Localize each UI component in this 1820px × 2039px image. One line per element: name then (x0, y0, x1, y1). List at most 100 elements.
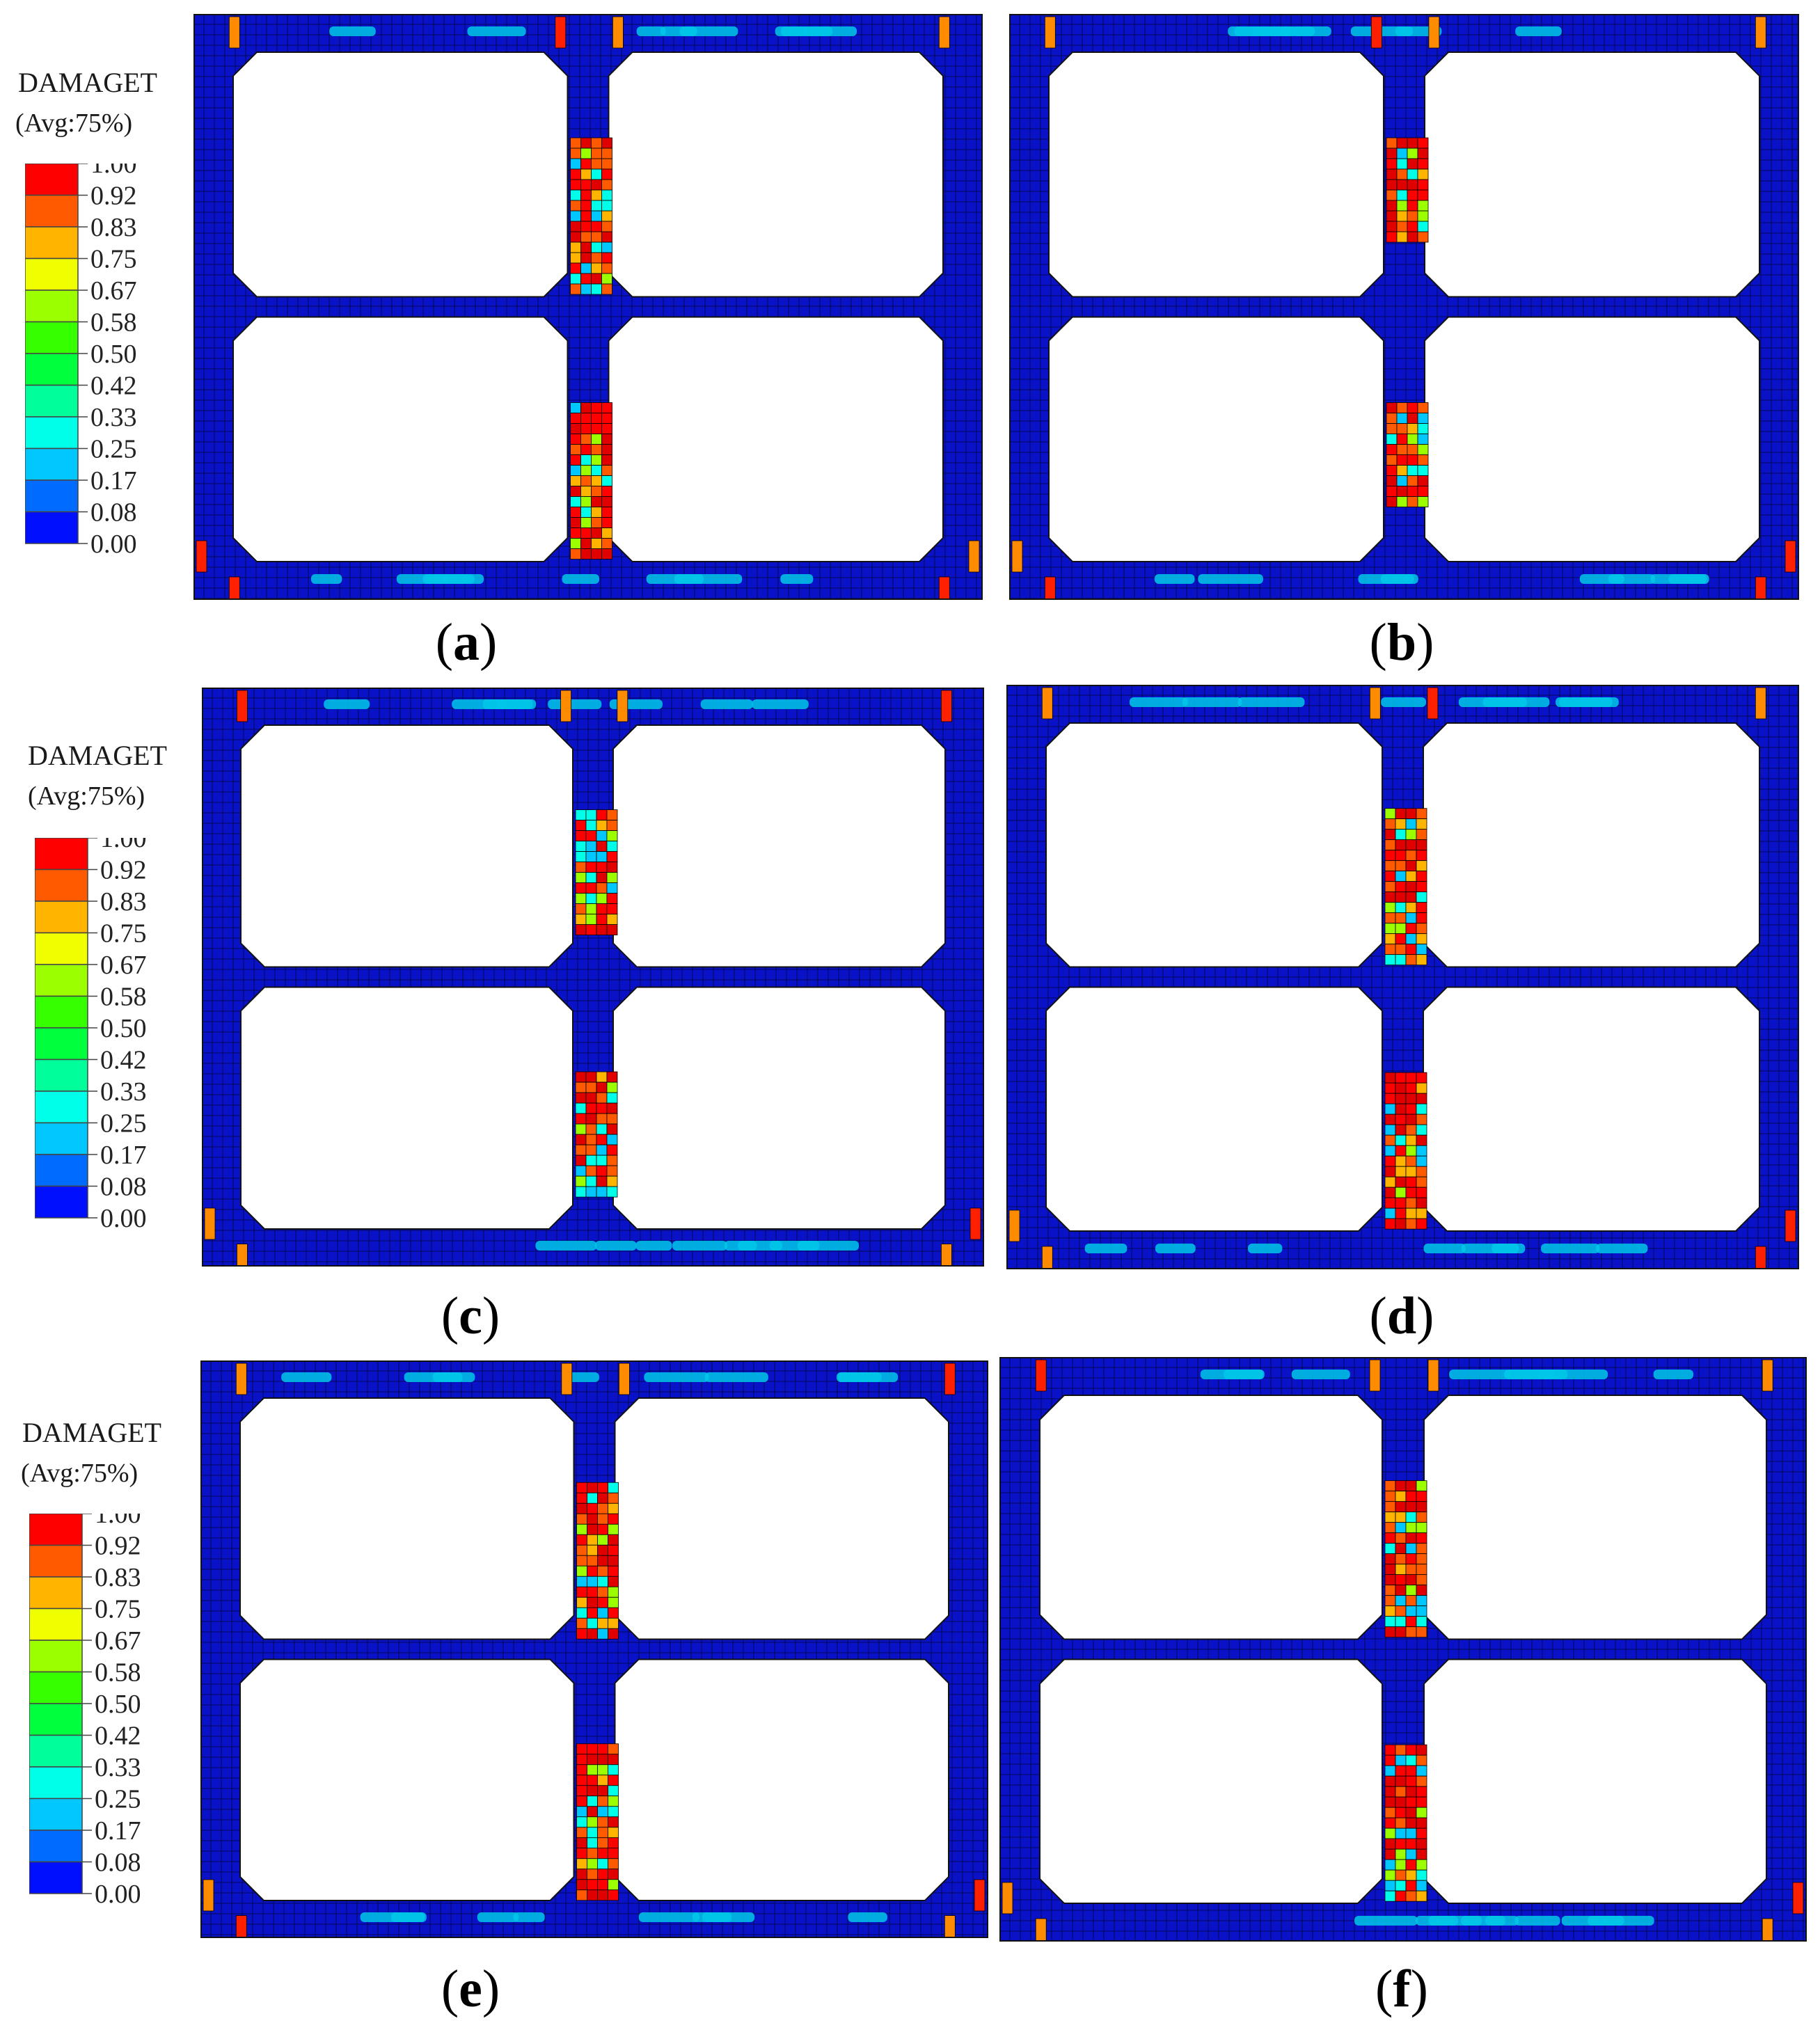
damage-element (1395, 1522, 1407, 1534)
cell-opening (240, 986, 573, 1230)
damage-element (1405, 1754, 1417, 1766)
damage-element (585, 862, 597, 873)
damage-element (575, 1134, 587, 1145)
legend-a: DAMAGET (Avg:75%) 1.00 0.92 0.83 0.75 0.67 0.… (0, 66, 188, 567)
damage-element (1416, 933, 1427, 945)
damage-element (1386, 402, 1398, 413)
damage-element (570, 434, 581, 445)
legend-swatch (35, 1122, 88, 1155)
damage-element (1416, 881, 1427, 893)
damage-element (1417, 434, 1429, 445)
damage-element (1405, 1124, 1417, 1136)
damage-element (1405, 1082, 1417, 1094)
damage-element (1035, 1918, 1047, 1942)
damage-element (1405, 1501, 1417, 1513)
damage-element (1407, 486, 1418, 497)
damage-element (606, 1081, 618, 1093)
damage-element (1370, 16, 1382, 49)
panel-d-mesh (1006, 685, 1799, 1269)
legend-tick-label: 0.92 (95, 1532, 141, 1561)
damage-element (1417, 454, 1429, 466)
damage-element (575, 1144, 587, 1156)
damage-element (575, 903, 587, 915)
cell-opening (239, 1397, 575, 1640)
legend-tick-label: 0.58 (90, 308, 137, 338)
damage-element (597, 1837, 608, 1849)
damage-element (1417, 210, 1429, 222)
damage-element (596, 820, 608, 832)
damage-element (587, 1848, 598, 1859)
damage-element (237, 1244, 248, 1267)
damage-element (570, 241, 581, 253)
damage-element (596, 893, 608, 905)
damage-patch (1281, 26, 1315, 36)
damage-element (1407, 200, 1418, 212)
damage-element (601, 231, 612, 243)
damage-patch (1596, 1244, 1648, 1253)
damage-patch (636, 26, 666, 36)
damage-element (591, 454, 602, 466)
damage-element (591, 158, 602, 170)
legend-swatch (35, 901, 88, 934)
damage-element (1417, 137, 1429, 149)
damage-element (587, 1743, 598, 1755)
damage-element (1384, 1775, 1396, 1787)
damage-element (587, 1502, 598, 1514)
cell-opening (239, 1658, 575, 1901)
damage-element (585, 841, 597, 852)
damage-element (1386, 158, 1398, 170)
damage-element (601, 444, 612, 455)
damage-element (1395, 1512, 1407, 1523)
damage-element (1416, 1626, 1427, 1638)
damage-element (576, 1816, 587, 1828)
damage-element (591, 507, 602, 518)
damage-element (587, 1576, 598, 1587)
damage-element (597, 1785, 608, 1797)
damage-element (1384, 1605, 1396, 1617)
damage-element (570, 496, 581, 507)
legend-colorbar: 1.00 0.920.830.750.67 0.580.50 0.420.33 0.25… (35, 838, 147, 1232)
damage-element (1395, 1166, 1407, 1177)
damage-element (576, 1555, 587, 1566)
legend-tick-label: 0.58 (100, 983, 147, 1012)
damage-element (576, 1806, 587, 1818)
damage-element (576, 1523, 587, 1535)
damage-element (570, 158, 581, 170)
damage-patch (452, 699, 507, 709)
damage-patch (803, 26, 857, 36)
damage-element (596, 1165, 608, 1177)
damage-element (1405, 850, 1417, 862)
legend-swatch (25, 257, 79, 291)
damage-element (1396, 158, 1408, 170)
damage-element (1405, 1093, 1417, 1104)
damage-element (601, 402, 612, 413)
damage-element (608, 1816, 619, 1828)
damage-element (1384, 954, 1396, 966)
legend-tick-label: 0.25 (90, 435, 137, 464)
damage-element (1755, 687, 1766, 720)
damage-element (1384, 1072, 1396, 1084)
damage-element (576, 1576, 587, 1587)
damage-element (1416, 1786, 1427, 1798)
damage-element (591, 168, 602, 180)
damage-element (1405, 1145, 1417, 1157)
damage-element (575, 1186, 587, 1198)
damage-element (1395, 933, 1407, 945)
damage-element (1416, 944, 1427, 955)
damage-patch (1541, 1244, 1600, 1253)
damage-element (1405, 1072, 1417, 1084)
damage-element (587, 1586, 598, 1598)
damage-patch (1579, 574, 1624, 584)
damage-element (606, 809, 618, 821)
damage-element (1405, 1218, 1417, 1230)
damage-element (1384, 891, 1396, 903)
damage-element (1407, 158, 1418, 170)
damage-element (585, 893, 597, 905)
legend-tick-label: 0.83 (90, 213, 137, 242)
damage-element (1417, 200, 1429, 212)
damage-patch (1154, 574, 1195, 584)
damage-element (596, 903, 608, 915)
damage-element (570, 200, 581, 212)
damage-element (608, 1858, 619, 1870)
damage-element (596, 914, 608, 926)
